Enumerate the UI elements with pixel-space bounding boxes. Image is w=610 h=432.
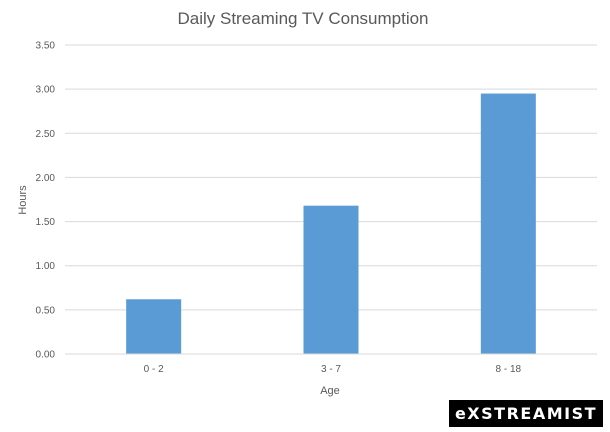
x-tick-label: 3 - 7 xyxy=(321,364,341,375)
bars xyxy=(126,93,536,355)
y-tick-label: 0.00 xyxy=(36,350,56,361)
x-axis-title: Age xyxy=(320,385,340,397)
bar xyxy=(126,299,182,354)
x-tick-labels: 0 - 2 3 - 7 8 - 18 xyxy=(144,364,522,375)
y-tick-label: 3.50 xyxy=(36,41,56,52)
bar xyxy=(303,205,359,354)
y-tick-label: 2.50 xyxy=(36,129,56,140)
x-tick-label: 0 - 2 xyxy=(144,364,164,375)
y-axis-title: Hours xyxy=(17,185,29,215)
y-tick-label: 3.00 xyxy=(36,85,56,96)
bar xyxy=(480,93,536,355)
y-tick-label: 2.00 xyxy=(36,173,56,184)
y-tick-label: 1.00 xyxy=(36,261,56,272)
y-tick-label: 1.50 xyxy=(36,217,56,228)
x-tick-label: 8 - 18 xyxy=(496,364,522,375)
chart-title: Daily Streaming TV Consumption xyxy=(177,9,428,28)
extreamist-logo: eXSTREAMIST xyxy=(449,400,603,427)
y-tick-label: 0.50 xyxy=(36,305,56,316)
y-tick-labels: 0.00 0.50 1.00 1.50 2.00 2.50 3.00 3.50 xyxy=(36,41,56,361)
